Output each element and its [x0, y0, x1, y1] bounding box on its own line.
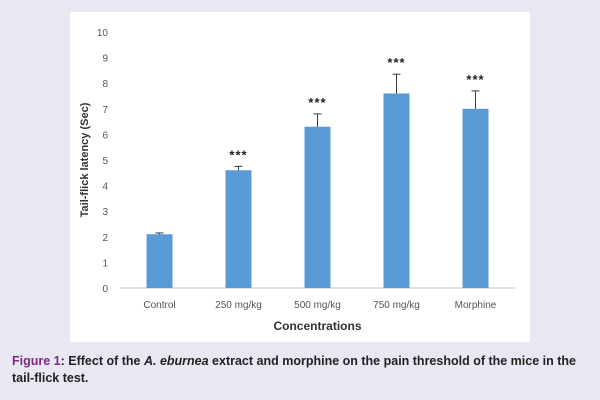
significance-label: *** [308, 95, 326, 110]
caption-species-name: A. eburnea [143, 354, 209, 368]
x-tick-label: 750 mg/kg [373, 300, 420, 311]
figure-caption: Figure 1: Effect of the A. eburnea extra… [12, 353, 594, 387]
x-tick-label: 250 mg/kg [215, 300, 262, 311]
x-axis-label: Concentrations [273, 319, 361, 333]
significance-label: *** [229, 147, 247, 162]
bar [383, 93, 410, 288]
y-tick-label: 7 [102, 105, 108, 116]
significance-label: *** [466, 72, 484, 87]
y-tick-label: 1 [102, 258, 108, 269]
x-tick-label: Morphine [455, 300, 497, 311]
y-tick-label: 3 [102, 207, 108, 218]
chart-panel: 0 1 2 3 4 5 6 7 8 9 10 *** *** *** *** Control 250 mg/… [70, 12, 530, 342]
y-tick-label: 10 [97, 28, 109, 39]
bar-chart: 0 1 2 3 4 5 6 7 8 9 10 *** *** *** *** Control 250 mg/… [79, 28, 515, 333]
y-axis-ticks: 0 1 2 3 4 5 6 7 8 9 10 [97, 28, 109, 295]
y-tick-label: 9 [102, 54, 108, 65]
bar [225, 170, 252, 288]
y-tick-label: 6 [102, 130, 108, 141]
caption-label: Figure 1 [12, 354, 61, 368]
y-tick-label: 8 [102, 79, 108, 90]
y-axis-label: Tail-flick latency (Sec) [79, 102, 91, 217]
bars: *** *** *** *** [146, 55, 489, 288]
y-tick-label: 5 [102, 156, 108, 167]
y-tick-label: 4 [102, 182, 108, 193]
y-tick-label: 0 [102, 284, 108, 295]
x-axis-ticks: Control 250 mg/kg 500 mg/kg 750 mg/kg Morphi… [143, 300, 496, 311]
y-tick-label: 2 [102, 233, 108, 244]
caption-text-before: : Effect of the [60, 354, 144, 368]
bar [146, 234, 173, 288]
x-tick-label: Control [143, 300, 175, 311]
x-tick-label: 500 mg/kg [294, 300, 341, 311]
significance-label: *** [387, 55, 405, 70]
bar [462, 108, 489, 288]
caption-text-after: extract and morphine on the pain thresho… [12, 354, 576, 385]
bar [304, 126, 331, 288]
